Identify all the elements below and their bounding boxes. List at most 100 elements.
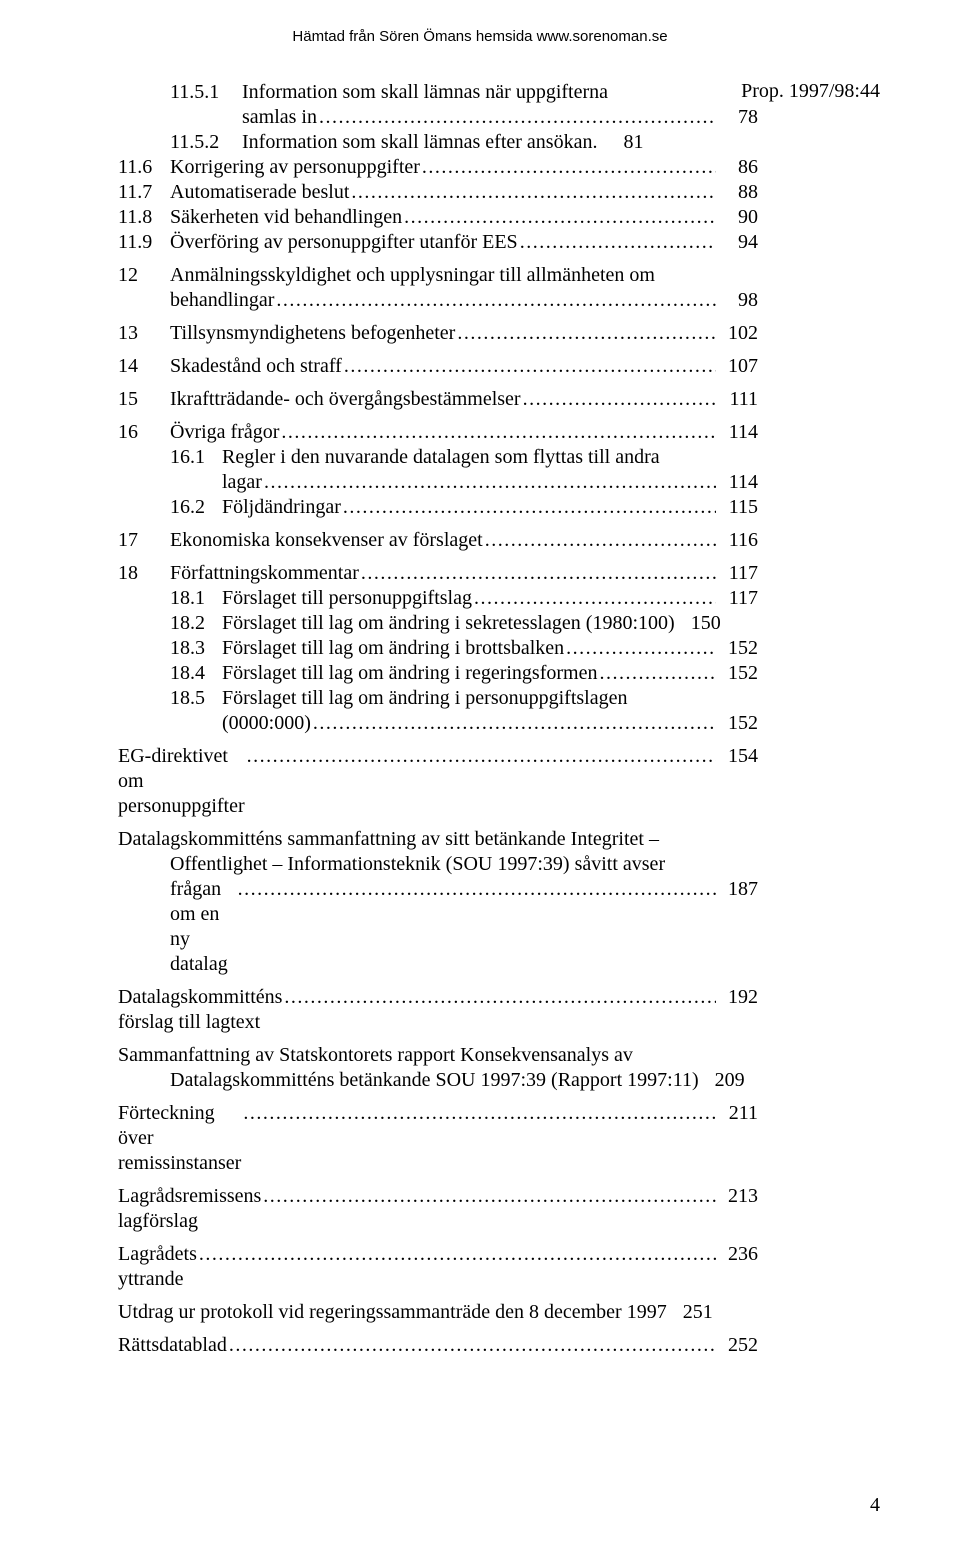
- table-of-contents: 11.5.1Information som skall lämnas när u…: [118, 80, 758, 1358]
- toc-title: Följdändringar: [222, 495, 341, 520]
- toc-row: Offentlighet – Informationsteknik (SOU 1…: [118, 852, 758, 877]
- toc-leader: ........................................…: [311, 711, 716, 736]
- toc-row: Förteckning över remissinstanser........…: [118, 1101, 758, 1176]
- toc-row: Lagrådsremissens lagförslag.............…: [118, 1184, 758, 1234]
- toc-row: 11.8Säkerheten vid behandlingen.........…: [118, 205, 758, 230]
- toc-page: 236: [716, 1242, 758, 1267]
- toc-title: Regler i den nuvarande datalagen som fly…: [222, 445, 758, 470]
- toc-leader: ........................................…: [359, 561, 716, 586]
- toc-leader: ........................................…: [274, 288, 716, 313]
- toc-page: 88: [716, 180, 758, 205]
- toc-title: Utdrag ur protokoll vid regeringssammant…: [118, 1300, 667, 1325]
- toc-leader: ........................................…: [197, 1242, 716, 1267]
- toc-page: 192: [716, 985, 758, 1010]
- toc-page: 107: [716, 354, 758, 379]
- toc-title: (0000:000): [222, 711, 311, 736]
- toc-title: Rättsdatablad: [118, 1333, 227, 1358]
- toc-page: 187: [716, 877, 758, 902]
- page: Hämtad från Sören Ömans hemsida www.sore…: [0, 0, 960, 1545]
- toc-row: 18.2Förslaget till lag om ändring i sekr…: [118, 611, 758, 636]
- toc-number-sub: 18.1: [170, 586, 222, 611]
- toc-row: 11.9Överföring av personuppgifter utanfö…: [118, 230, 758, 255]
- toc-row: (0000:000)..............................…: [118, 711, 758, 736]
- toc-title: lagar: [222, 470, 262, 495]
- toc-page: 114: [716, 420, 758, 445]
- toc-number-sub: 16.2: [170, 495, 222, 520]
- toc-page: 152: [716, 711, 758, 736]
- toc-title: Information som skall lämnas när uppgift…: [242, 80, 758, 105]
- toc-title: Tillsynsmyndighetens befogenheter: [170, 321, 455, 346]
- toc-page: 94: [716, 230, 758, 255]
- toc-page: 252: [716, 1333, 758, 1358]
- toc-leader: ........................................…: [245, 744, 716, 769]
- toc-title: Förslaget till lag om ändring i sekretes…: [222, 611, 675, 636]
- toc-page: 117: [716, 586, 758, 611]
- toc-row: samlas in...............................…: [118, 105, 758, 130]
- toc-page: 102: [716, 321, 758, 346]
- toc-title: Anmälningsskyldighet och upplysningar ti…: [170, 263, 758, 288]
- toc-row: Lagrådets yttrande......................…: [118, 1242, 758, 1292]
- toc-title: Offentlighet – Informationsteknik (SOU 1…: [170, 852, 665, 877]
- toc-separator: [118, 1325, 758, 1333]
- toc-leader: ........................................…: [236, 877, 716, 902]
- toc-leader: ........................................…: [455, 321, 716, 346]
- toc-title: Förslaget till lag om ändring i brottsba…: [222, 636, 564, 661]
- toc-row: 18Författningskommentar.................…: [118, 561, 758, 586]
- toc-number-sub: 18.4: [170, 661, 222, 686]
- toc-separator: [118, 819, 758, 827]
- toc-row: 12Anmälningsskyldighet och upplysningar …: [118, 263, 758, 288]
- toc-title: Förteckning över remissinstanser: [118, 1101, 241, 1176]
- toc-title: Förslaget till lag om ändring i personup…: [222, 686, 758, 711]
- toc-number-main: 13: [118, 321, 170, 346]
- toc-title: Förslaget till personuppgiftslag: [222, 586, 472, 611]
- toc-number-sub: 16.1: [170, 445, 222, 470]
- document-reference: Prop. 1997/98:44: [741, 80, 880, 103]
- toc-row: Datalagskommitténs förslag till lagtext.…: [118, 985, 758, 1035]
- toc-leader: ........................................…: [262, 470, 716, 495]
- toc-separator: [118, 1035, 758, 1043]
- toc-row: 15Ikraftträdande- och övergångsbestämmel…: [118, 387, 758, 412]
- toc-separator: [118, 1093, 758, 1101]
- toc-leader: ........................................…: [402, 205, 716, 230]
- toc-number-main: 14: [118, 354, 170, 379]
- toc-separator: [118, 255, 758, 263]
- toc-row: 16.1Regler i den nuvarande datalagen som…: [118, 445, 758, 470]
- toc-separator: [118, 520, 758, 528]
- toc-row: 18.4Förslaget till lag om ändring i rege…: [118, 661, 758, 686]
- toc-separator: [118, 379, 758, 387]
- toc-separator: [118, 1234, 758, 1242]
- toc-row: 17Ekonomiska konsekvenser av förslaget..…: [118, 528, 758, 553]
- toc-number-main: 11.8: [118, 205, 170, 230]
- toc-number-main: 11.9: [118, 230, 170, 255]
- toc-separator: [118, 346, 758, 354]
- toc-page: 115: [716, 495, 758, 520]
- toc-leader: ........................................…: [282, 985, 716, 1010]
- toc-page: 86: [716, 155, 758, 180]
- toc-row: 13Tillsynsmyndighetens befogenheter.....…: [118, 321, 758, 346]
- toc-row: Datalagskommitténs sammanfattning av sit…: [118, 827, 758, 852]
- toc-row: frågan om en ny datalag.................…: [118, 877, 758, 977]
- toc-title: Författningskommentar: [170, 561, 359, 586]
- toc-title: Säkerheten vid behandlingen: [170, 205, 402, 230]
- toc-page: 90: [716, 205, 758, 230]
- toc-number-main: 17: [118, 528, 170, 553]
- toc-number-sub: 18.5: [170, 686, 222, 711]
- toc-page: 98: [716, 288, 758, 313]
- toc-page: 152: [716, 636, 758, 661]
- toc-number-sub: 11.5.1: [170, 80, 242, 105]
- toc-title: frågan om en ny datalag: [170, 877, 236, 977]
- toc-separator: [118, 977, 758, 985]
- toc-number-main: 12: [118, 263, 170, 288]
- toc-row: Datalagskommitténs betänkande SOU 1997:3…: [118, 1068, 758, 1093]
- toc-title: Information som skall lämnas efter ansök…: [242, 130, 597, 155]
- toc-row: 18.5Förslaget till lag om ändring i pers…: [118, 686, 758, 711]
- toc-page: 209: [703, 1068, 745, 1093]
- toc-separator: [118, 1292, 758, 1300]
- toc-title: Lagrådets yttrande: [118, 1242, 197, 1292]
- toc-title: Ekonomiska konsekvenser av förslaget: [170, 528, 483, 553]
- toc-title: Automatiserade beslut: [170, 180, 349, 205]
- toc-page: 150: [679, 611, 721, 636]
- toc-page: 78: [716, 105, 758, 130]
- page-header: Hämtad från Sören Ömans hemsida www.sore…: [0, 28, 960, 45]
- toc-leader: ........................................…: [241, 1101, 716, 1126]
